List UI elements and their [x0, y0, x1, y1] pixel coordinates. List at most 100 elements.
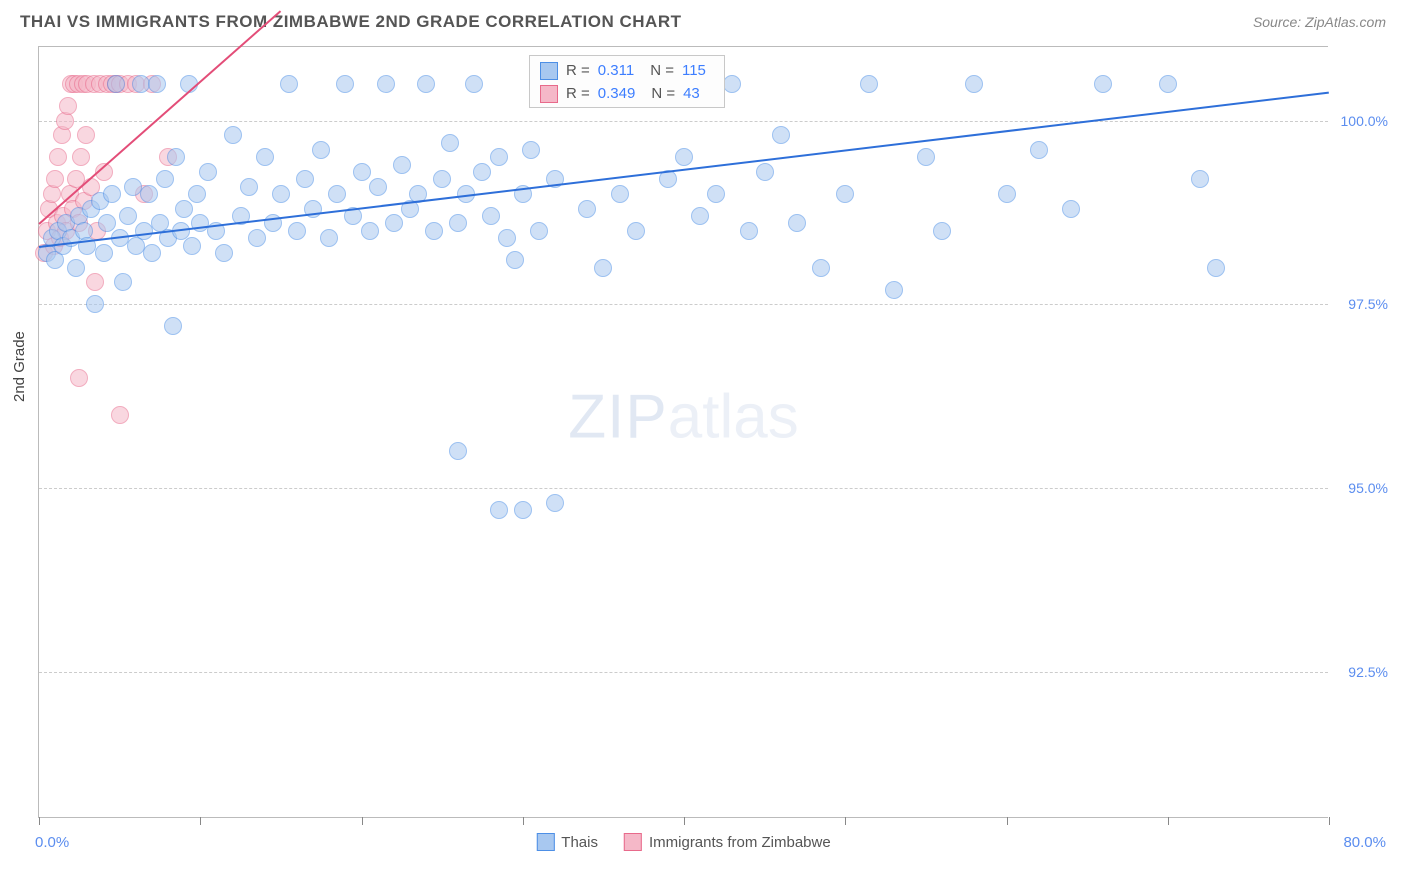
- data-point: [72, 148, 90, 166]
- data-point: [77, 126, 95, 144]
- y-axis-tick-label: 97.5%: [1348, 296, 1388, 312]
- data-point: [328, 185, 346, 203]
- legend-label-thais: Thais: [561, 834, 598, 851]
- data-point: [59, 97, 77, 115]
- data-point: [199, 163, 217, 181]
- data-point: [248, 229, 266, 247]
- y-axis-tick-label: 92.5%: [1348, 664, 1388, 680]
- x-axis-tick: [1329, 817, 1330, 825]
- data-point: [723, 75, 741, 93]
- data-point: [111, 406, 129, 424]
- stats-swatch: [540, 85, 558, 103]
- data-point: [772, 126, 790, 144]
- data-point: [1094, 75, 1112, 93]
- data-point: [280, 75, 298, 93]
- data-point: [369, 178, 387, 196]
- data-point: [490, 148, 508, 166]
- x-axis-tick: [362, 817, 363, 825]
- data-point: [433, 170, 451, 188]
- x-axis-tick: [845, 817, 846, 825]
- data-point: [148, 75, 166, 93]
- data-point: [272, 185, 290, 203]
- data-point: [611, 185, 629, 203]
- data-point: [86, 295, 104, 313]
- data-point: [1191, 170, 1209, 188]
- x-axis-tick: [39, 817, 40, 825]
- data-point: [490, 501, 508, 519]
- data-point: [167, 148, 185, 166]
- data-point: [522, 141, 540, 159]
- stats-legend-box: R =0.311N =115R =0.349N =43: [529, 55, 725, 108]
- data-point: [296, 170, 314, 188]
- data-point: [336, 75, 354, 93]
- data-point: [933, 222, 951, 240]
- data-point: [425, 222, 443, 240]
- data-point: [156, 170, 174, 188]
- stats-row: R =0.311N =115: [540, 60, 714, 83]
- data-point: [107, 75, 125, 93]
- data-point: [740, 222, 758, 240]
- data-point: [320, 229, 338, 247]
- data-point: [627, 222, 645, 240]
- stats-swatch: [540, 62, 558, 80]
- data-point: [240, 178, 258, 196]
- data-point: [175, 200, 193, 218]
- data-point: [812, 259, 830, 277]
- data-point: [1062, 200, 1080, 218]
- data-point: [143, 244, 161, 262]
- chart-title: THAI VS IMMIGRANTS FROM ZIMBABWE 2ND GRA…: [20, 12, 682, 32]
- data-point: [498, 229, 516, 247]
- data-point: [530, 222, 548, 240]
- data-point: [119, 207, 137, 225]
- x-axis-label-max: 80.0%: [1343, 834, 1386, 851]
- data-point: [417, 75, 435, 93]
- data-point: [256, 148, 274, 166]
- data-point: [1207, 259, 1225, 277]
- gridline: [39, 121, 1328, 122]
- data-point: [441, 134, 459, 152]
- data-point: [788, 214, 806, 232]
- legend-item-thais: Thais: [536, 833, 598, 851]
- y-axis-title: 2nd Grade: [11, 331, 28, 402]
- data-point: [188, 185, 206, 203]
- legend-bottom: Thais Immigrants from Zimbabwe: [536, 833, 830, 851]
- data-point: [98, 214, 116, 232]
- data-point: [917, 148, 935, 166]
- data-point: [114, 273, 132, 291]
- data-point: [594, 259, 612, 277]
- data-point: [361, 222, 379, 240]
- x-axis-label-min: 0.0%: [35, 834, 69, 851]
- legend-label-zimbabwe: Immigrants from Zimbabwe: [649, 834, 831, 851]
- stat-n-label: N =: [650, 60, 674, 83]
- data-point: [506, 251, 524, 269]
- data-point: [164, 317, 182, 335]
- watermark: ZIPatlas: [568, 381, 798, 452]
- legend-item-zimbabwe: Immigrants from Zimbabwe: [624, 833, 831, 851]
- data-point: [449, 442, 467, 460]
- data-point: [691, 207, 709, 225]
- data-point: [998, 185, 1016, 203]
- data-point: [385, 214, 403, 232]
- data-point: [756, 163, 774, 181]
- data-point: [67, 259, 85, 277]
- x-axis-tick: [684, 817, 685, 825]
- gridline: [39, 304, 1328, 305]
- stats-row: R =0.349N =43: [540, 83, 714, 106]
- data-point: [312, 141, 330, 159]
- stat-n-value: 43: [683, 83, 700, 106]
- data-point: [183, 237, 201, 255]
- watermark-zip: ZIP: [568, 382, 667, 451]
- chart-source: Source: ZipAtlas.com: [1253, 14, 1386, 30]
- data-point: [377, 75, 395, 93]
- data-point: [95, 244, 113, 262]
- x-axis-tick: [1007, 817, 1008, 825]
- trend-line: [39, 91, 1329, 247]
- data-point: [215, 244, 233, 262]
- data-point: [224, 126, 242, 144]
- legend-swatch-thais: [536, 833, 554, 851]
- x-axis-tick: [1168, 817, 1169, 825]
- data-point: [140, 185, 158, 203]
- data-point: [675, 148, 693, 166]
- data-point: [514, 501, 532, 519]
- data-point: [465, 75, 483, 93]
